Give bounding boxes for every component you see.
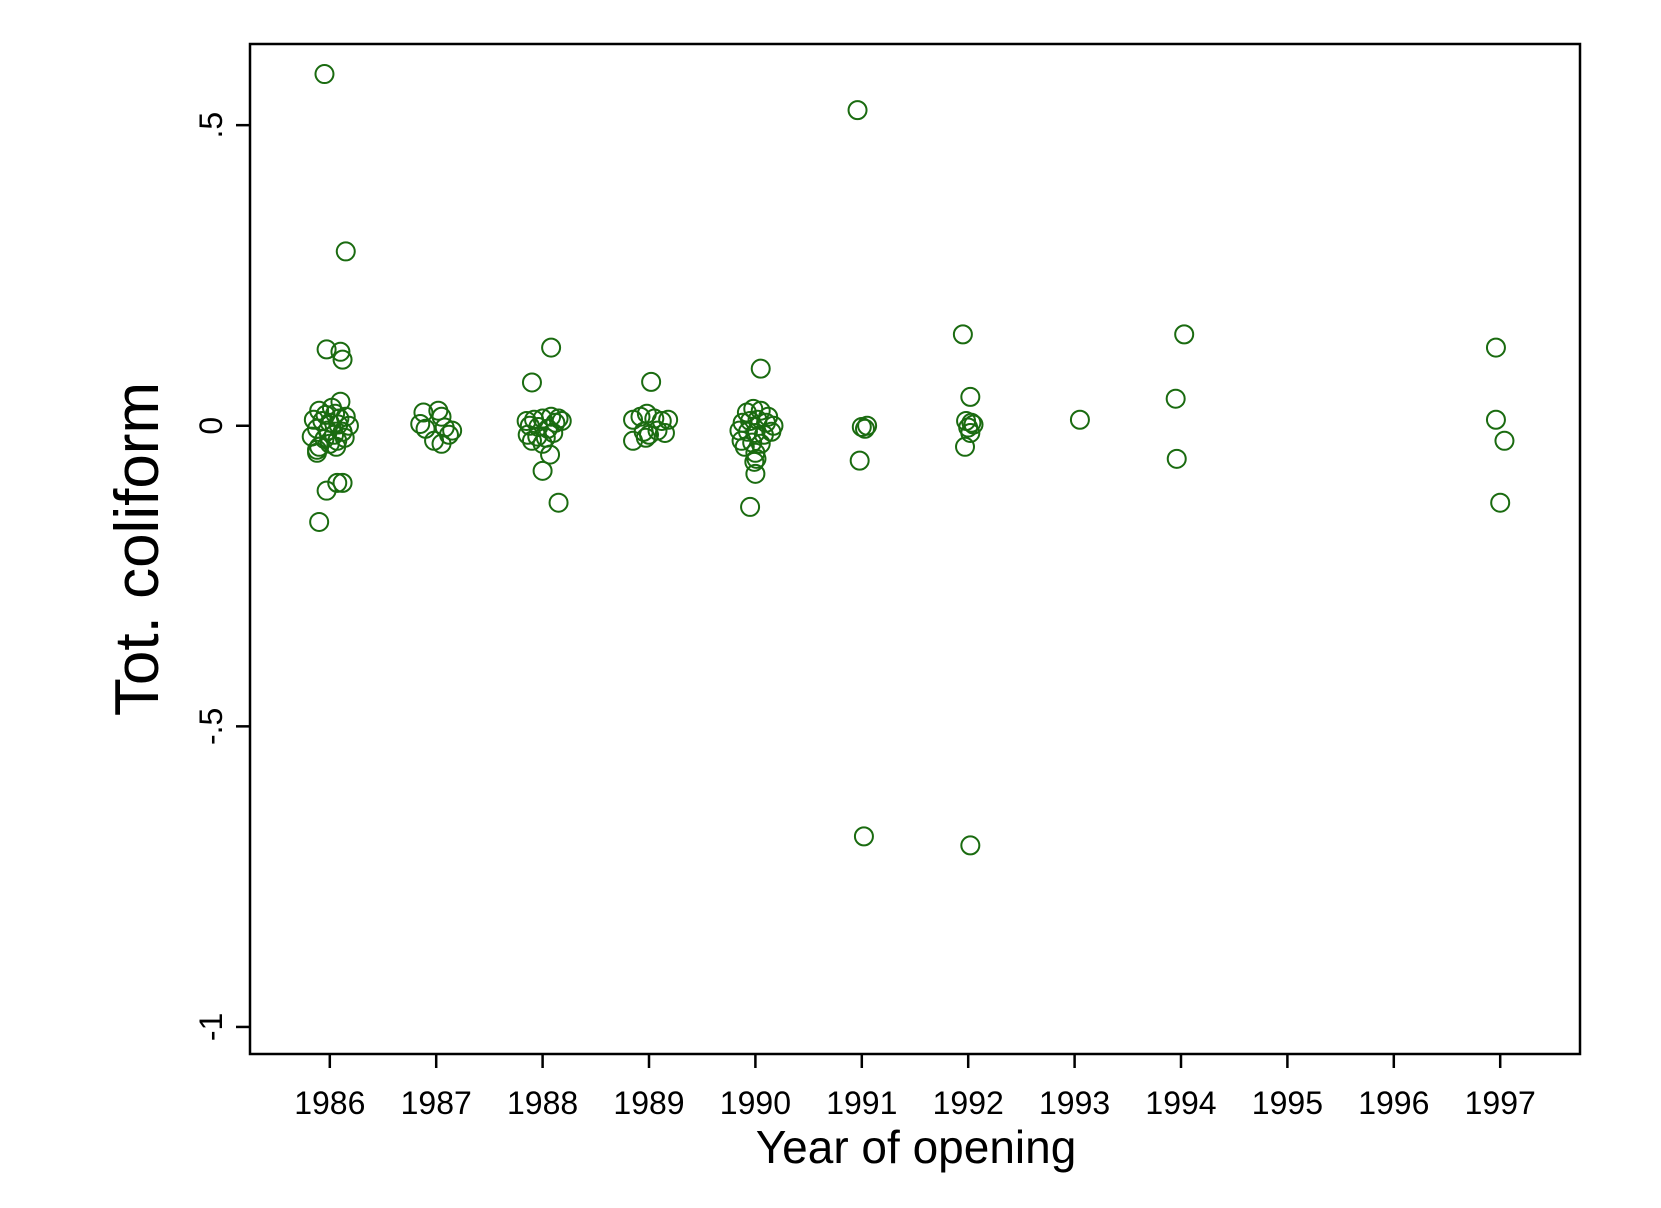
data-point bbox=[521, 430, 542, 451]
data-point bbox=[309, 511, 330, 532]
data-point bbox=[543, 422, 564, 443]
x-tick-label: 1989 bbox=[613, 1085, 684, 1121]
data-point bbox=[521, 372, 542, 393]
data-point bbox=[745, 463, 766, 484]
data-point bbox=[516, 410, 537, 431]
x-tick-label: 1990 bbox=[720, 1085, 791, 1121]
x-tick-label: 1997 bbox=[1465, 1085, 1536, 1121]
data-point bbox=[1485, 409, 1506, 430]
data-point bbox=[1174, 324, 1195, 345]
data-point bbox=[410, 413, 431, 434]
data-point bbox=[316, 339, 337, 360]
data-point bbox=[431, 433, 452, 454]
data-point bbox=[442, 420, 463, 441]
data-points bbox=[301, 64, 1515, 856]
data-point bbox=[315, 404, 336, 425]
data-point bbox=[960, 835, 981, 856]
data-point bbox=[1490, 492, 1511, 513]
data-point bbox=[750, 358, 771, 379]
y-tick-label: .5 bbox=[193, 112, 229, 139]
data-point bbox=[413, 402, 434, 423]
data-point bbox=[332, 349, 353, 370]
data-point bbox=[641, 371, 662, 392]
data-point bbox=[326, 436, 347, 457]
y-axis: -1 -.5 0 .5 bbox=[193, 112, 250, 1041]
data-point bbox=[960, 422, 981, 443]
data-point bbox=[654, 422, 675, 443]
x-tick-label: 1992 bbox=[933, 1085, 1004, 1121]
data-point bbox=[857, 415, 878, 436]
data-point bbox=[1166, 448, 1187, 469]
data-point bbox=[740, 496, 761, 517]
data-point bbox=[961, 412, 982, 433]
x-tick-label: 1993 bbox=[1039, 1085, 1110, 1121]
data-point bbox=[540, 444, 561, 465]
y-tick-label: 0 bbox=[193, 417, 229, 435]
data-point bbox=[651, 410, 672, 431]
data-point bbox=[854, 418, 875, 439]
data-point bbox=[746, 448, 767, 469]
data-point bbox=[314, 64, 335, 85]
y-tick-label: -1 bbox=[193, 1013, 229, 1041]
plot-frame bbox=[248, 42, 1582, 1056]
data-point bbox=[332, 472, 353, 493]
data-point bbox=[744, 451, 765, 472]
data-point bbox=[335, 241, 356, 262]
data-point bbox=[853, 826, 874, 847]
x-tick-label: 1994 bbox=[1145, 1085, 1216, 1121]
x-tick-label: 1988 bbox=[507, 1085, 578, 1121]
data-point bbox=[532, 433, 553, 454]
data-point bbox=[548, 492, 569, 513]
data-point bbox=[849, 450, 870, 471]
data-point bbox=[330, 341, 351, 362]
data-point bbox=[960, 386, 981, 407]
data-point bbox=[1485, 337, 1506, 358]
data-point bbox=[635, 427, 656, 448]
data-point bbox=[734, 436, 755, 457]
data-point bbox=[761, 421, 782, 442]
x-axis: 1986 1987 1988 1989 1990 1991 1992 1993 1994 1995… bbox=[294, 1054, 1536, 1121]
x-tick-label: 1996 bbox=[1358, 1085, 1429, 1121]
y-axis-title: Tot. coliform bbox=[103, 382, 172, 716]
data-point bbox=[548, 408, 569, 429]
data-point bbox=[329, 408, 350, 429]
x-tick-label: 1987 bbox=[401, 1085, 472, 1121]
x-tick-label: 1995 bbox=[1252, 1085, 1323, 1121]
x-tick-label: 1991 bbox=[826, 1085, 897, 1121]
x-axis-title: Year of opening bbox=[756, 1121, 1077, 1173]
data-point bbox=[1165, 388, 1186, 409]
data-point bbox=[532, 460, 553, 481]
y-tick-label: -.5 bbox=[193, 708, 229, 745]
data-point bbox=[847, 100, 868, 121]
data-point bbox=[307, 442, 328, 463]
data-point bbox=[327, 472, 348, 493]
data-point bbox=[541, 406, 562, 427]
data-point bbox=[1494, 430, 1515, 451]
data-point bbox=[541, 337, 562, 358]
x-tick-label: 1986 bbox=[294, 1085, 365, 1121]
data-point bbox=[415, 418, 436, 439]
data-point bbox=[955, 436, 976, 457]
data-point bbox=[623, 430, 644, 451]
data-point bbox=[316, 480, 337, 501]
data-point bbox=[952, 324, 973, 345]
data-point bbox=[431, 406, 452, 427]
data-point bbox=[1069, 409, 1090, 430]
data-point bbox=[658, 409, 679, 430]
